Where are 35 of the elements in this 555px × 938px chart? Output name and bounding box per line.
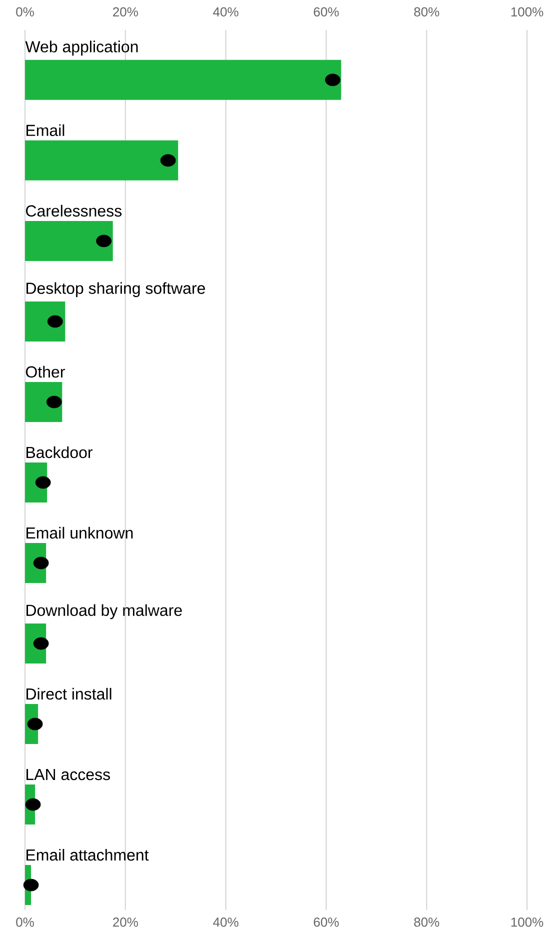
x2-tick-label: 60% — [314, 918, 339, 927]
y-tick-label: Email unknown — [26, 526, 133, 539]
bar — [25, 60, 342, 100]
point — [160, 154, 176, 167]
y-tick-label: Download by malware — [26, 604, 182, 620]
x2-tick-label: 80% — [414, 918, 440, 927]
point — [27, 718, 43, 730]
y-tick-label: LAN access — [26, 769, 110, 780]
bar — [25, 220, 113, 261]
x2-tick-label: 0% — [16, 918, 34, 927]
y-tick-label: Backdoor — [26, 446, 93, 458]
x-tick-label: 60% — [314, 7, 339, 16]
x2-tick-label: 20% — [113, 918, 138, 927]
point — [325, 74, 340, 86]
y-tick-label: Web application — [25, 40, 138, 56]
x-tick-label: 80% — [414, 7, 440, 16]
y-tick-label: Direct install — [26, 688, 112, 700]
x-tick-label: 100% — [511, 7, 544, 16]
point — [25, 798, 41, 811]
y-tick-label: Email attachment — [26, 848, 149, 861]
x2-tick-label: 40% — [213, 918, 238, 927]
point — [96, 234, 112, 248]
point — [46, 396, 62, 408]
x-tick-label: 40% — [213, 7, 238, 16]
x-tick-label: 20% — [113, 7, 138, 16]
y-tick-label: Other — [26, 366, 65, 378]
bar — [25, 301, 66, 342]
x2-tick-label: 100% — [511, 918, 544, 927]
y-tick-label: Email — [26, 124, 64, 136]
y-tick-label: Carelessness — [26, 204, 122, 217]
point — [47, 315, 63, 328]
point — [23, 878, 39, 892]
y-tick-label: Desktop sharing software — [26, 282, 205, 298]
bar — [25, 140, 178, 180]
x-tick-label: 0% — [16, 7, 34, 16]
